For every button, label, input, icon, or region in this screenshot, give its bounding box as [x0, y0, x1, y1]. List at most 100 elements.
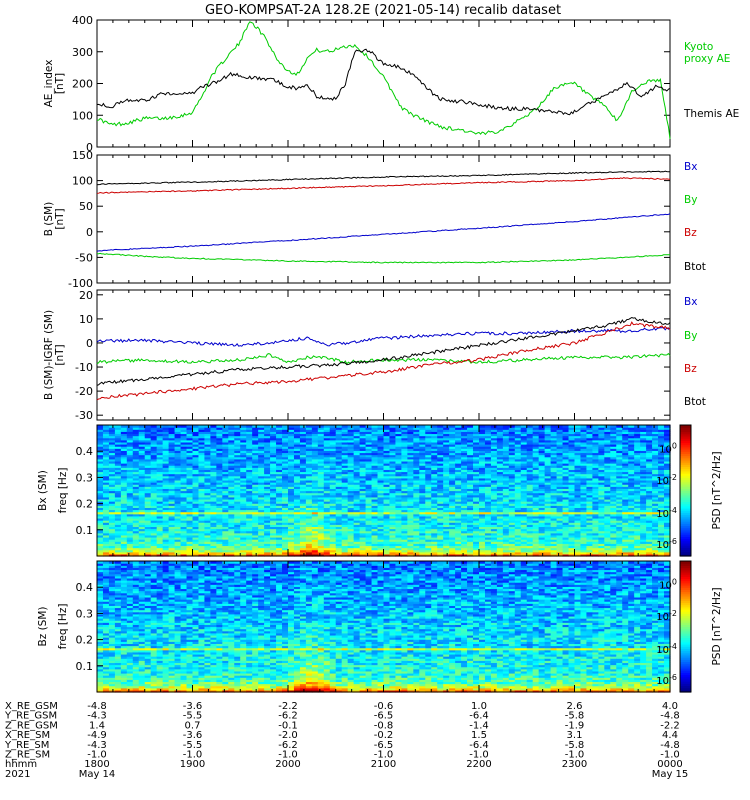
spectrogram-cell	[353, 511, 361, 515]
spectrogram-cell	[395, 482, 403, 485]
spectrogram-cell	[502, 429, 510, 432]
spectrogram-cell	[222, 509, 229, 513]
spectrogram-cell	[395, 471, 403, 475]
spectrogram-cell	[144, 517, 152, 521]
spectrogram-cell	[323, 482, 331, 485]
spectrogram-cell	[138, 539, 146, 542]
spectrogram-cell	[120, 503, 128, 506]
spectrogram-cell	[377, 477, 385, 481]
spectrogram-cell	[305, 532, 313, 536]
spectrogram-cell	[252, 547, 259, 551]
spectrogram-cell	[353, 490, 361, 494]
spectrogram-cell	[234, 460, 241, 464]
spectrogram-cell	[168, 427, 176, 430]
spectrogram-cell	[437, 545, 444, 549]
spectrogram-cell	[198, 520, 206, 523]
spectrogram-cell	[538, 471, 546, 475]
spectrogram-cell	[353, 473, 361, 477]
spectrogram-cell	[544, 479, 552, 483]
spectrogram-cell	[305, 501, 313, 504]
spectrogram-cell	[407, 488, 414, 492]
spectrogram-cell	[520, 543, 528, 547]
spectrogram-cell	[431, 439, 438, 443]
spectrogram-cell	[252, 488, 259, 492]
spectrogram-cell	[329, 534, 337, 538]
spectrogram-cell	[222, 482, 229, 485]
spectrogram-cell	[449, 471, 456, 475]
spectrogram-cell	[502, 549, 510, 553]
spectrogram-cell	[240, 446, 247, 449]
spectrogram-cell	[288, 458, 295, 462]
spectrogram-cell	[395, 450, 403, 454]
spectrogram-cell	[97, 427, 104, 430]
spectrogram-cell	[335, 549, 343, 553]
spectrogram-cell	[377, 545, 385, 549]
spectrogram-cell	[144, 532, 152, 536]
spectrogram-cell	[258, 511, 265, 515]
spectrogram-cell	[311, 553, 319, 557]
spectrogram-cell	[180, 513, 188, 517]
spectrogram-cell	[258, 437, 265, 441]
spectrogram-cell	[401, 520, 408, 523]
spectrogram-cell	[120, 465, 128, 468]
spectrogram-cell	[198, 494, 206, 498]
spectrogram-cell	[114, 486, 122, 489]
spectrogram-cell	[359, 492, 367, 496]
spectrogram-cell	[246, 541, 253, 544]
spectrogram-cell	[377, 475, 385, 479]
spectrogram-cell	[484, 539, 492, 542]
spectrogram-cell	[359, 482, 367, 485]
spectrogram-cell	[288, 431, 295, 435]
spectrogram-cell	[502, 444, 510, 447]
spectrogram-cell	[538, 456, 546, 460]
spectrogram-cell	[401, 454, 408, 458]
spectrogram-cell	[246, 490, 253, 494]
spectrogram-cell	[228, 549, 235, 553]
spectrogram-cell	[461, 425, 468, 428]
spectrogram-cell	[264, 482, 271, 485]
spectrogram-cell	[282, 503, 289, 506]
spectrogram-cell	[401, 509, 408, 513]
spectrogram-cell	[311, 520, 319, 523]
spectrogram-cell	[246, 505, 253, 508]
spectrogram-cell	[461, 553, 468, 557]
spectrogram-cell	[479, 553, 486, 557]
spectrogram-cell	[180, 452, 188, 456]
spectrogram-cell	[180, 539, 188, 542]
spectrogram-cell	[377, 460, 385, 464]
spectrogram-cell	[502, 486, 510, 489]
spectrogram-cell	[502, 463, 510, 466]
spectrogram-cell	[389, 545, 397, 549]
spectrogram-cell	[108, 536, 116, 540]
spectrogram-cell	[437, 532, 444, 536]
spectrogram-cell	[174, 534, 182, 538]
spectrogram-cell	[288, 460, 295, 464]
spectrogram-cell	[341, 541, 349, 544]
spectrogram-cell	[532, 467, 540, 470]
spectrogram-cell	[258, 484, 265, 487]
spectrogram-cell	[156, 477, 164, 481]
spectrogram-cell	[102, 446, 110, 449]
spectrogram-cell	[496, 541, 504, 544]
spectrogram-cell	[484, 498, 492, 502]
spectrogram-cell	[240, 437, 247, 441]
spectrogram-cell	[120, 541, 128, 544]
spectrogram-cell	[341, 545, 349, 549]
spectrogram-cell	[371, 501, 379, 504]
spectrogram-cell	[150, 530, 158, 534]
spectrogram-cell	[347, 534, 355, 538]
spectrogram-cell	[186, 553, 194, 557]
spectrogram-cell	[246, 475, 253, 479]
spectrogram-cell	[162, 507, 170, 511]
spectrogram-cell	[192, 427, 200, 430]
spectrogram-cell	[186, 490, 194, 494]
spectrogram-cell	[317, 475, 325, 479]
spectrogram-cell	[138, 543, 146, 547]
spectrogram-cell	[419, 477, 426, 481]
spectrogram-cell	[431, 473, 438, 477]
spectrogram-cell	[484, 543, 492, 547]
spectrogram-cell	[437, 484, 444, 487]
spectrogram-cell	[502, 520, 510, 523]
spectrogram-cell	[270, 536, 277, 540]
spectrogram-cell	[467, 463, 474, 466]
